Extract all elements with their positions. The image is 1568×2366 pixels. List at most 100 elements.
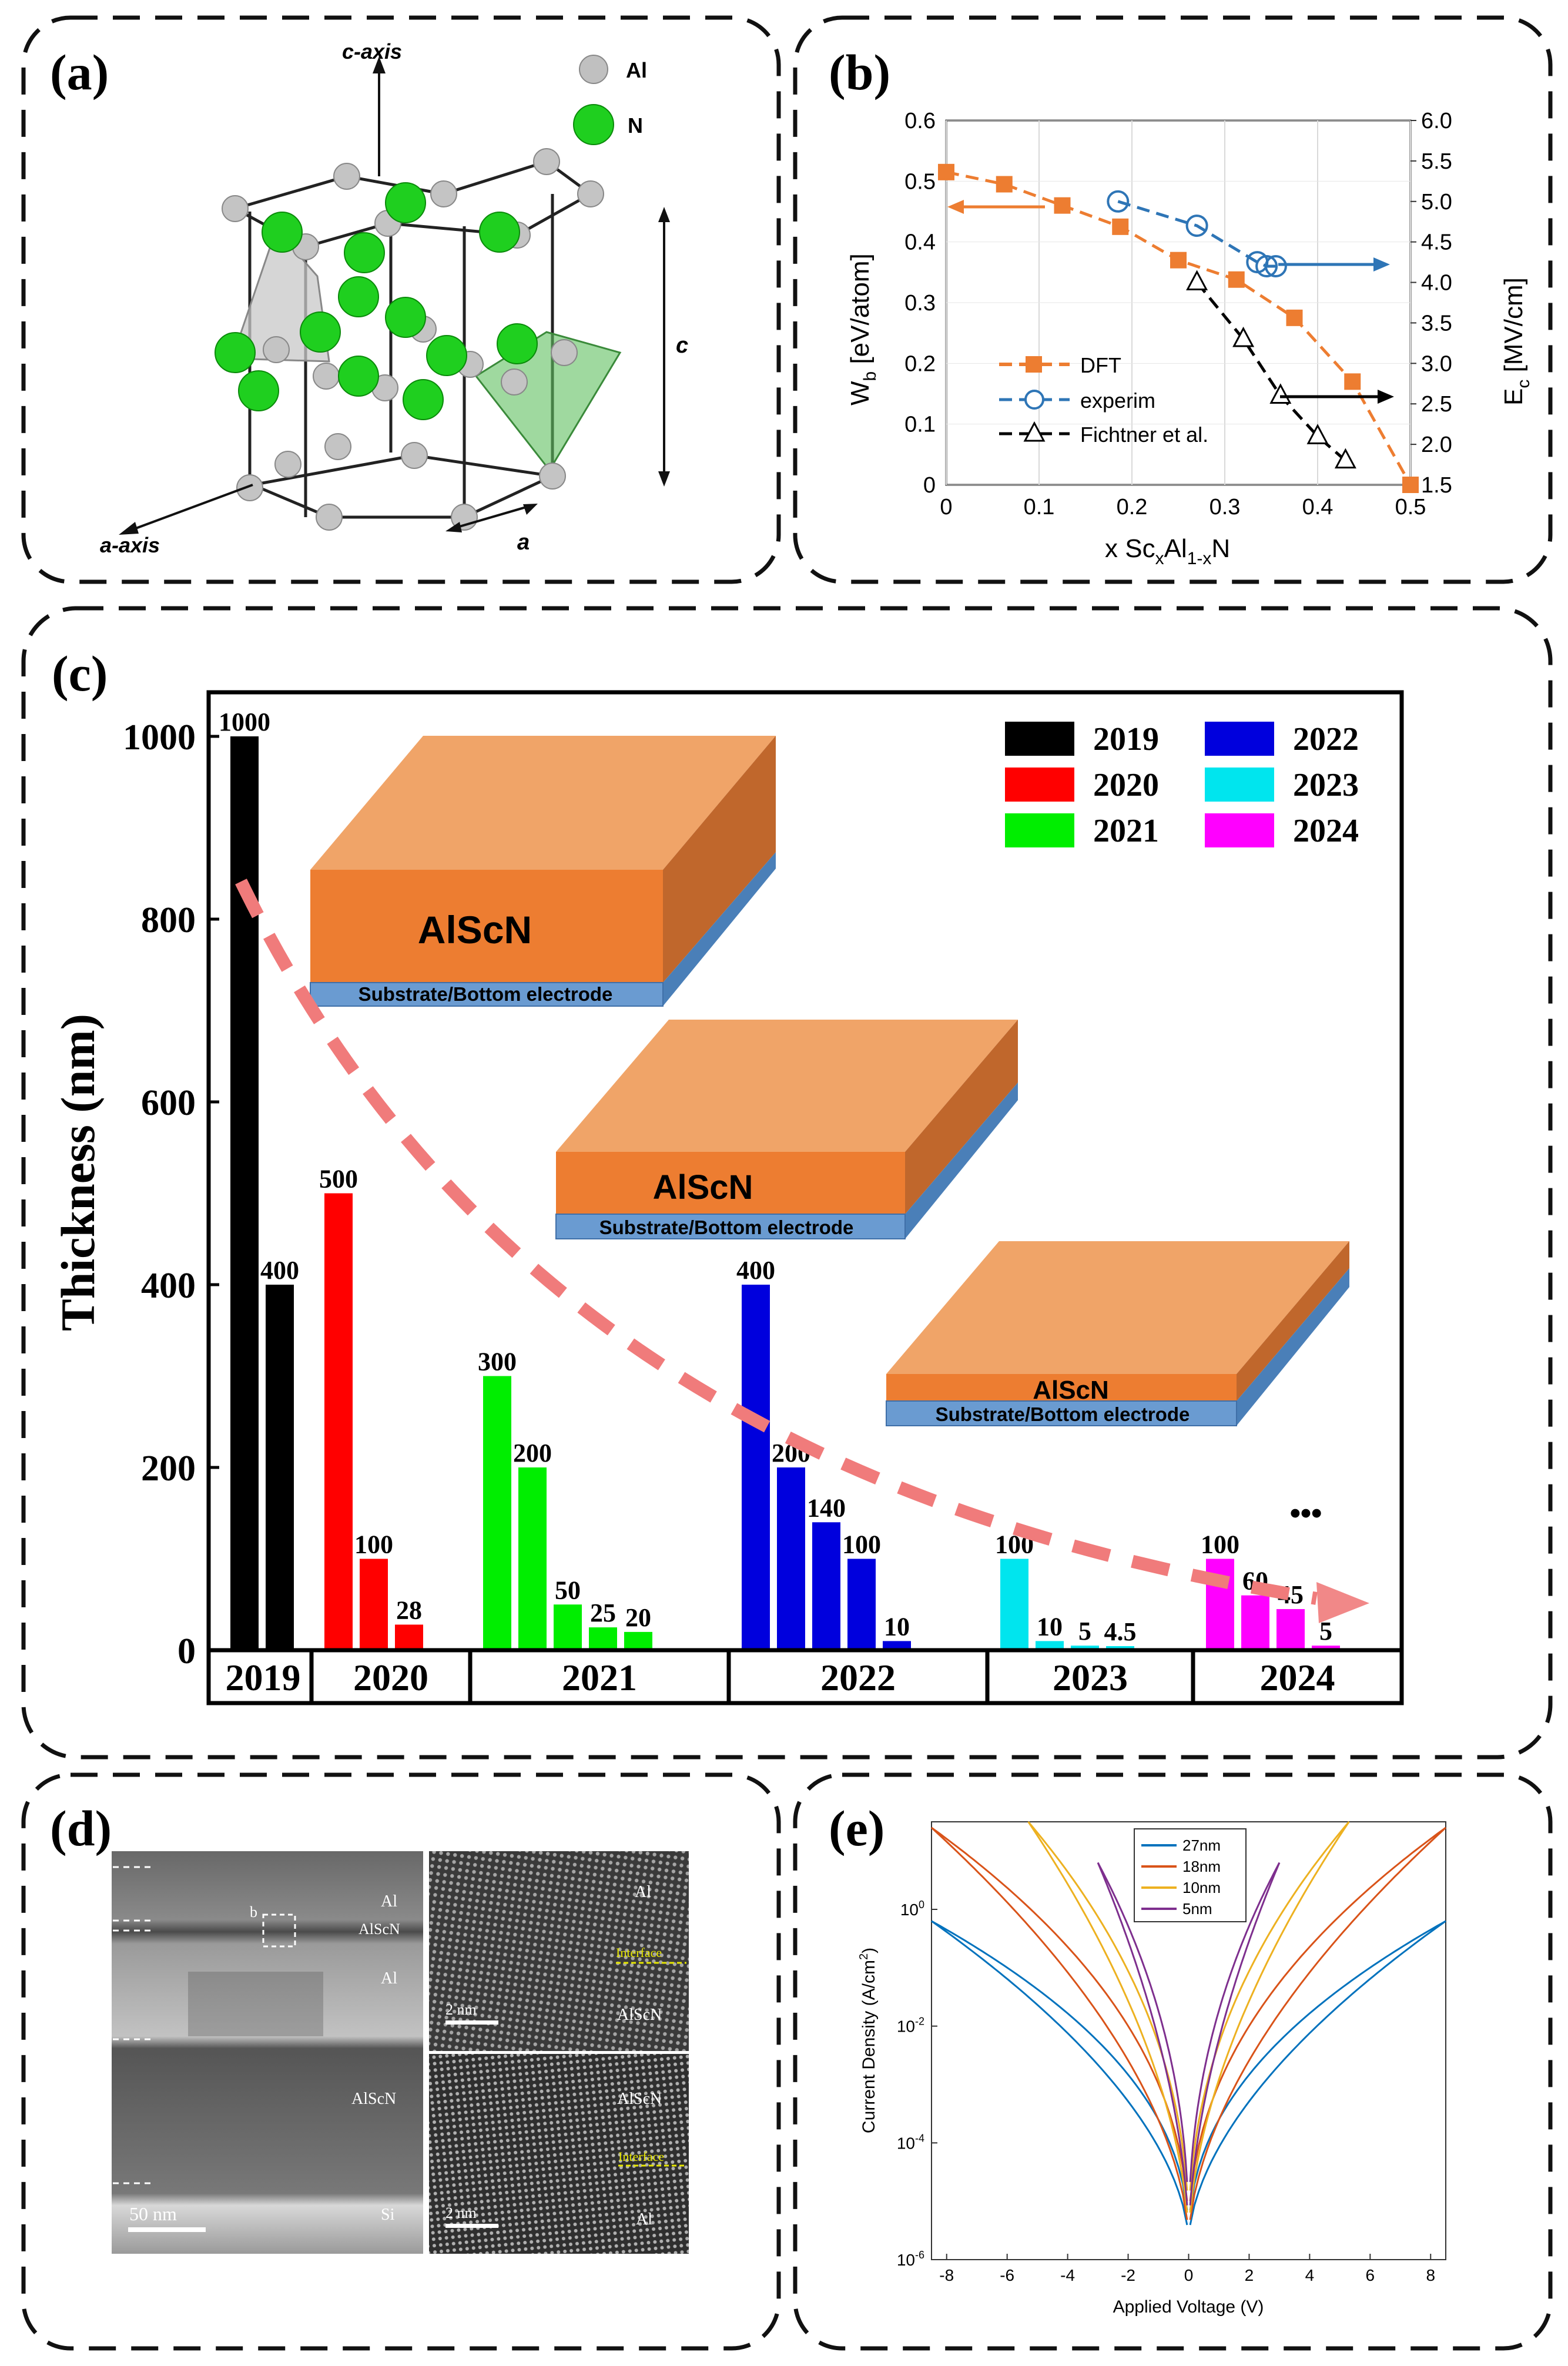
y-right-tick-label: 3.5 [1421, 311, 1452, 336]
x-tick-label: -4 [1060, 2266, 1075, 2284]
x-tick-label: 0.2 [1117, 495, 1148, 520]
jv-curve-5nm [1097, 1862, 1188, 2183]
legend-swatch-2022 [1205, 722, 1274, 756]
bar-2020-2 [395, 1624, 423, 1650]
hrtem-top-image [429, 1851, 689, 2051]
al-atom [539, 463, 566, 490]
panel-label-c: (c) [52, 645, 108, 702]
bar-2022-4 [883, 1641, 911, 1650]
legend-swatch-2021 [1005, 813, 1074, 847]
inset-medium: AlScN Substrate/Bottom electrode [555, 1020, 1018, 1239]
jv-curve-18nm [931, 1827, 1188, 2201]
dft-point [1402, 477, 1419, 493]
ylabel-sub: b [860, 371, 880, 381]
ylabel-sub: c [1514, 380, 1533, 388]
x-tick-label: 0.5 [1395, 495, 1426, 520]
x-tick-label: -2 [1121, 2266, 1135, 2284]
tem-overview-image [112, 1851, 423, 2254]
chart-b-xlabel: x ScxAl1-xN [1105, 534, 1230, 568]
n-atom [338, 356, 379, 397]
legend-label-2021: 2021 [1093, 813, 1159, 849]
y-tick-exp: -6 [915, 2249, 924, 2261]
tem-images: b Al AlScN Al AlScN Si 50 nm Al Interfac… [112, 1851, 689, 2254]
jv-curve-27nm [931, 1920, 1188, 2226]
xlabel-part: x Sc [1105, 534, 1155, 563]
jv-curve-18nm [1189, 1827, 1447, 2220]
y-right-tick-label: 5.0 [1421, 190, 1452, 215]
inset-thick-side [663, 736, 776, 983]
x-tick-label: -8 [939, 2266, 954, 2284]
year-label-2021: 2021 [562, 1657, 637, 1698]
a-dimension-label: a [517, 530, 530, 555]
experim-point [1185, 215, 1208, 237]
c-axis-arrowhead [373, 56, 386, 73]
fichtner-point [1269, 383, 1292, 404]
tem-layer-dashes [113, 1866, 154, 2184]
dft-point [1112, 218, 1129, 235]
chart-e-series [930, 1821, 1447, 2226]
panel-label-b: (b) [829, 44, 890, 100]
bar-value-label: 1000 [219, 708, 270, 736]
frame-a [21, 15, 781, 584]
inset-medium-substrate-label: Substrate/Bottom electrode [599, 1216, 854, 1238]
chart-b-axes: 0 0.1 0.2 0.3 0.4 0.5 0 0.1 0.2 0.3 0.4 0.5 0.6 1.5 2.… [904, 109, 1452, 520]
legend-n-label: N [628, 113, 643, 138]
ylabel-part: W [846, 381, 875, 405]
bar-value-label: 4.5 [1104, 1617, 1137, 1646]
panel-frames [21, 15, 1553, 2351]
chart-c-ylabel: Thickness (nm) [51, 1014, 105, 1331]
al-atom [316, 504, 343, 531]
y-left-tick-label: 0.1 [904, 413, 936, 437]
legend-al-label: Al [626, 58, 647, 82]
tem-label-si: Si [381, 2206, 395, 2224]
al-atom [274, 451, 301, 478]
dft-point [1170, 252, 1187, 269]
jv-curve-27nm [1189, 1920, 1446, 2226]
frame-e [793, 1772, 1553, 2351]
y-tick-exp: -4 [915, 2132, 924, 2144]
n-atom [344, 232, 385, 273]
ylabel-part: ) [859, 1948, 879, 1953]
x-tick-label: 0 [940, 495, 952, 520]
y-left-tick-label: 0.4 [904, 230, 936, 255]
chart-e-legend: 27nm 18nm 10nm 5nm [1134, 1828, 1247, 1922]
hrtem-top-label-interface: Interface [616, 1945, 662, 1960]
y-tick-label: 200 [141, 1449, 196, 1489]
jv-curve-10nm [1189, 1821, 1350, 2213]
tetrahedron-right [474, 331, 622, 472]
bar-2021-3 [589, 1627, 617, 1650]
panel-label-e: (e) [829, 1800, 884, 1856]
legend-label-27nm: 27nm [1182, 1837, 1221, 1854]
bar-2020-1 [360, 1559, 388, 1650]
n-atom [338, 276, 379, 317]
chart-b-legend: DFT experim Fichtner et al. [999, 353, 1208, 447]
chart-b-ylabel-left: Wb [eV/atom] [846, 253, 880, 405]
tem-label-al-mid: Al [381, 1969, 397, 1988]
hrtem-bottom-scale-bar [445, 2224, 498, 2228]
jv-curve-10nm [1027, 1821, 1188, 2213]
al-atom [577, 180, 604, 207]
inset-thin: AlScN Substrate/Bottom electrode [886, 1241, 1349, 1426]
inset-thin-top [886, 1241, 1349, 1374]
legend-dft-marker [1026, 356, 1042, 373]
experim-point [1107, 190, 1130, 213]
a-dimension-arrow [451, 504, 532, 530]
frame-c [21, 606, 1553, 1760]
hrtem-bottom-scale-label: 2 nm [445, 2204, 477, 2221]
n-atom [385, 297, 426, 338]
year-label-2019: 2019 [226, 1657, 301, 1698]
y-right-tick-label: 5.5 [1421, 149, 1452, 174]
al-atom [313, 363, 340, 390]
inset-thin-film-label: AlScN [1033, 1376, 1109, 1405]
bar-value-label: 500 [319, 1165, 358, 1194]
xlabel-sub: 1-x [1187, 549, 1212, 568]
tem-label-alscn-thin: AlScN [359, 1921, 400, 1938]
inset-thin-side [1237, 1241, 1349, 1401]
bar-value-label: 50 [555, 1576, 581, 1604]
inset-medium-side [905, 1020, 1018, 1214]
x-tick-label: 6 [1366, 2266, 1375, 2284]
inset-medium-top [556, 1020, 1018, 1152]
y-tick-base: 10 [897, 2018, 915, 2036]
bar-2022-3 [847, 1559, 876, 1650]
